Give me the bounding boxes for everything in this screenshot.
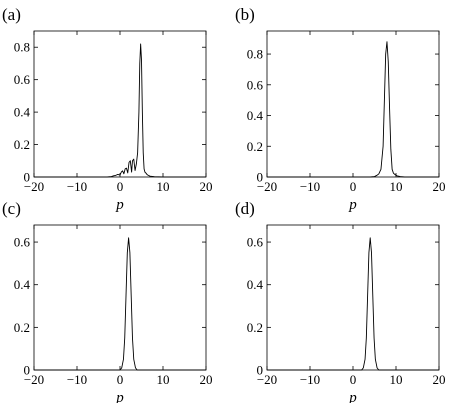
panel-label: (d)	[235, 199, 255, 218]
y-tick-label: 0	[257, 363, 264, 378]
y-tick-label: 0.2	[247, 139, 263, 154]
x-tick-label: −10	[300, 179, 320, 194]
panel-label: (c)	[2, 199, 21, 218]
y-tick-label: 0.8	[14, 40, 30, 55]
series-line	[267, 41, 439, 178]
y-tick-label: 0.6	[247, 77, 264, 92]
x-tick-label: −20	[24, 179, 44, 194]
x-tick-label: 10	[390, 179, 403, 194]
y-tick-label: 0.2	[247, 320, 263, 335]
x-tick-label: 0	[117, 372, 124, 387]
panel-2: −20 −10 0 10 20 0 0.2 0.4 0.6 p (c)	[2, 199, 213, 403]
x-tick-label: 0	[350, 179, 357, 194]
plot-frame	[33, 30, 207, 178]
plot-frame	[33, 224, 207, 371]
y-tick-label: 0	[24, 170, 31, 185]
y-tick-label: 0.4	[14, 105, 31, 120]
x-tick-label: 20	[433, 179, 446, 194]
y-tick-label: 0.6	[247, 235, 264, 250]
x-tick-label: 10	[390, 372, 403, 387]
x-axis-label: p	[115, 197, 124, 213]
y-tick-label: 0.8	[247, 47, 263, 62]
panel-3: −20 −10 0 10 20 0 0.2 0.4 0.6 p (d)	[235, 199, 446, 403]
y-tick-label: 0.6	[14, 72, 31, 87]
x-tick-label: 20	[200, 372, 213, 387]
x-tick-label: −10	[300, 372, 320, 387]
x-tick-label: 0	[117, 179, 124, 194]
series-line	[34, 237, 206, 371]
x-tick-label: 10	[157, 372, 170, 387]
plot-frame	[266, 30, 440, 178]
x-tick-label: 20	[200, 179, 213, 194]
panel-0: −20 −10 0 10 20 0 0.2 0.4 0.6 0.8 p (a)	[2, 5, 213, 213]
y-tick-label: 0	[24, 363, 31, 378]
x-axis-label: p	[348, 390, 357, 403]
panel-label: (b)	[235, 5, 255, 24]
y-tick-label: 0.4	[247, 108, 264, 123]
x-tick-label: −10	[67, 372, 87, 387]
y-tick-label: 0.4	[247, 277, 264, 292]
x-tick-label: 10	[157, 179, 170, 194]
x-tick-label: −20	[24, 372, 44, 387]
y-tick-label: 0.4	[14, 277, 31, 292]
y-tick-label: 0.6	[14, 235, 31, 250]
x-tick-label: −10	[67, 179, 87, 194]
series-line	[267, 237, 439, 371]
x-tick-label: 0	[350, 372, 357, 387]
x-tick-label: −20	[257, 179, 277, 194]
x-axis-label: p	[115, 390, 124, 403]
plot-frame	[266, 224, 440, 371]
y-tick-label: 0.2	[14, 320, 30, 335]
x-tick-label: −20	[257, 372, 277, 387]
y-tick-label: 0	[257, 170, 264, 185]
x-tick-label: 20	[433, 372, 446, 387]
panel-label: (a)	[2, 5, 21, 24]
panel-1: −20 −10 0 10 20 0 0.2 0.4 0.6 0.8 p (b)	[235, 5, 446, 213]
series-line	[34, 43, 206, 178]
x-axis-label: p	[348, 197, 357, 213]
y-tick-label: 0.2	[14, 137, 30, 152]
